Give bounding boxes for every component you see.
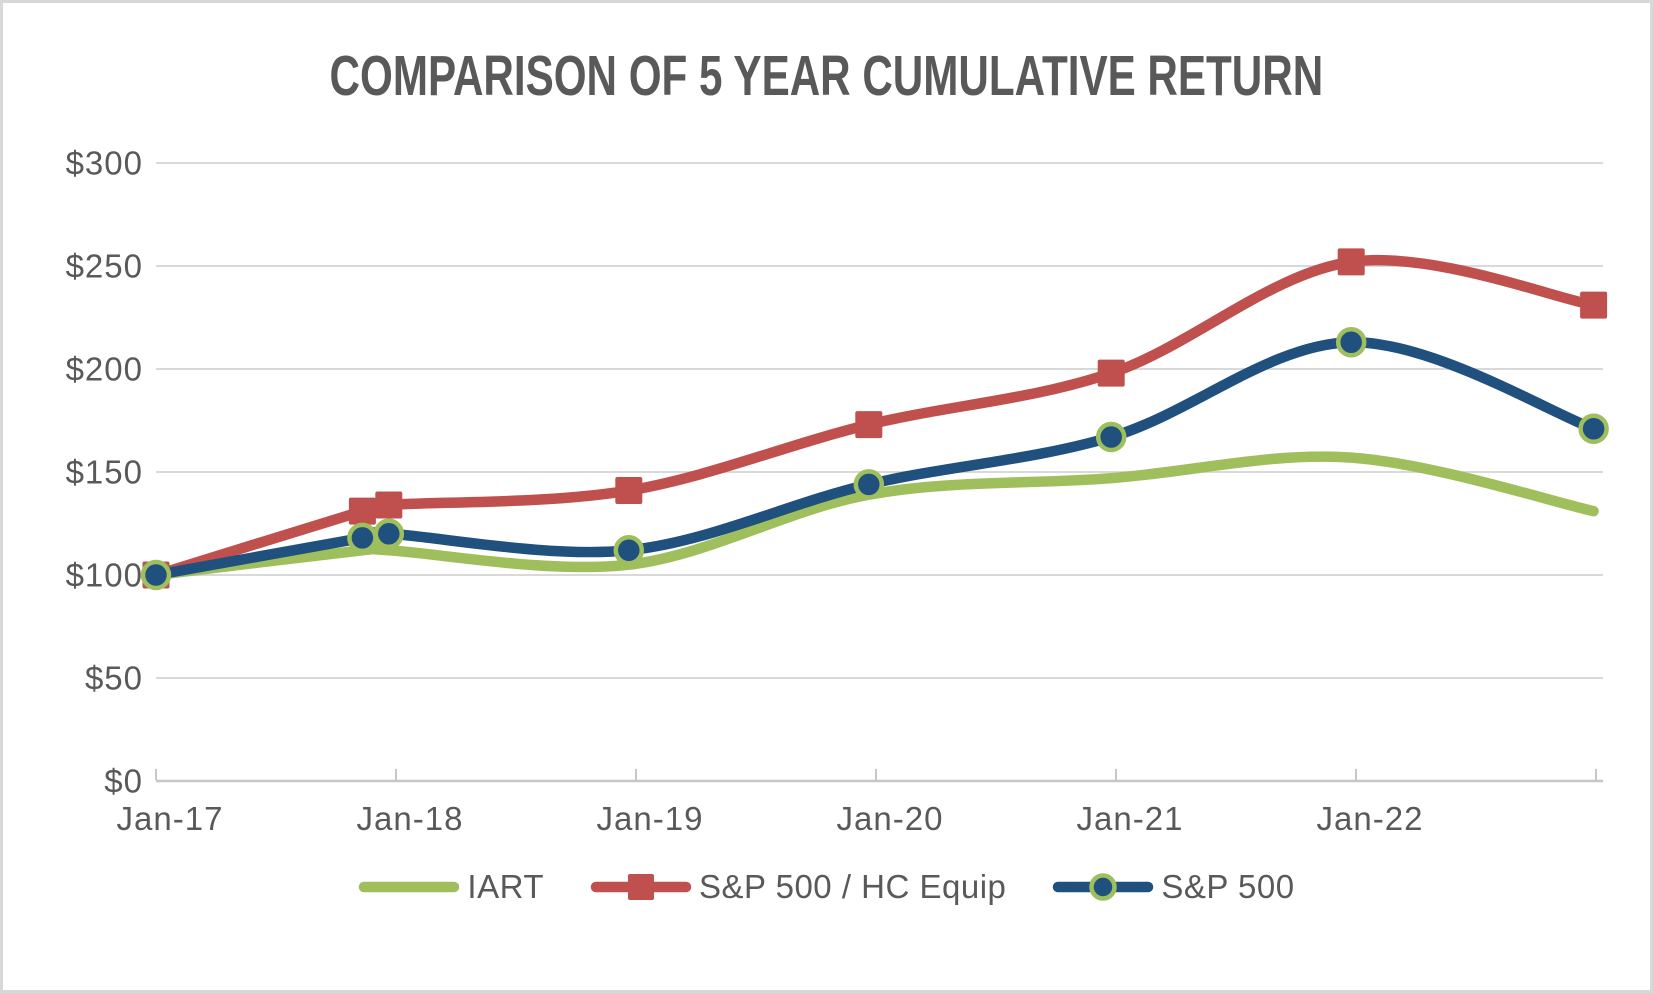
data-point-square-s-p-500-hc-equip (375, 491, 403, 519)
legend-label-s-p-500-hc-equip: S&P 500 / HC Equip (699, 868, 1007, 905)
data-point-circle-s-p-500 (613, 535, 645, 566)
data-point-square-s-p-500-hc-equip (1337, 248, 1365, 276)
y-axis-tick-label: $250 (66, 248, 143, 285)
legend-swatch-s-p-500-icon (1053, 873, 1154, 901)
legend-item-s-p-500: S&P 500 (1052, 868, 1294, 906)
data-point-circle-s-p-500 (347, 522, 378, 554)
data-point-square-s-p-500-hc-equip (1580, 291, 1608, 319)
data-point-circle-s-p-500 (853, 469, 885, 500)
legend-item-s-p-500-hc-equip: S&P 500 / HC Equip (590, 868, 1006, 906)
legend-label-s-p-500: S&P 500 (1161, 868, 1295, 905)
legend-item-iart: IART (358, 868, 544, 906)
data-point-circle-s-p-500 (140, 559, 172, 591)
data-point-square-s-p-500-hc-equip (855, 411, 883, 439)
legend-label-iart: IART (467, 868, 544, 905)
data-point-circle-s-p-500 (1335, 326, 1367, 358)
data-point-square-s-p-500-hc-equip (1097, 359, 1125, 387)
y-axis-tick-label: $0 (104, 763, 143, 800)
x-axis-tick-label: Jan-19 (597, 800, 704, 837)
data-point-circle-s-p-500 (1578, 413, 1609, 444)
x-axis-tick-label: Jan-22 (1317, 800, 1424, 837)
y-axis-tick-label: $100 (66, 557, 143, 594)
x-axis-tick-label: Jan-17 (117, 800, 224, 837)
series-line-iart (150, 451, 1599, 581)
chart-plot-area: $0 $50 $100 $150 $200 $250 $300 Jan-17 Jan-18 Jan… (66, 145, 1609, 837)
y-axis-tick-label: $50 (85, 660, 143, 697)
chart-legend: IART S&P 500 / HC Equip S&P 500 (3, 857, 1650, 917)
x-axis-tick-label: Jan-20 (837, 800, 944, 837)
data-point-circle-s-p-500 (373, 518, 405, 550)
legend-swatch-s-p-500-hc-equip-icon (590, 874, 692, 900)
y-axis-tick-label: $150 (66, 454, 143, 491)
data-point-square-s-p-500-hc-equip (348, 497, 376, 525)
y-axis-tick-label: $200 (66, 351, 143, 388)
y-axis-tick-label: $300 (66, 145, 143, 182)
data-point-square-s-p-500-hc-equip (615, 477, 643, 505)
chart-title-text: COMPARISON OF 5 YEAR CUMULATIVE RETURN (329, 44, 1324, 108)
chart-title: COMPARISON OF 5 YEAR CUMULATIVE RETURN (3, 43, 1650, 109)
data-point-circle-s-p-500 (1095, 421, 1127, 453)
x-axis-tick-label: Jan-21 (1077, 800, 1184, 837)
legend-swatch-iart-icon (359, 881, 460, 893)
x-axis-tick-label: Jan-18 (357, 800, 464, 837)
